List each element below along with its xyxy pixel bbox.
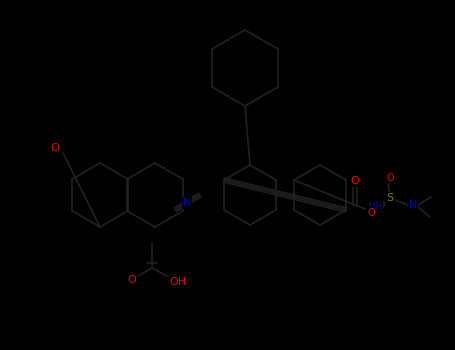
Text: O: O	[351, 176, 359, 186]
Text: O: O	[51, 143, 59, 153]
Text: O: O	[127, 275, 136, 285]
Text: S: S	[386, 193, 394, 203]
Text: OH: OH	[169, 277, 187, 287]
Text: N: N	[183, 198, 191, 208]
Text: O: O	[386, 173, 394, 183]
Text: NH: NH	[368, 202, 382, 212]
Text: N: N	[409, 200, 417, 210]
Text: O: O	[367, 208, 375, 218]
